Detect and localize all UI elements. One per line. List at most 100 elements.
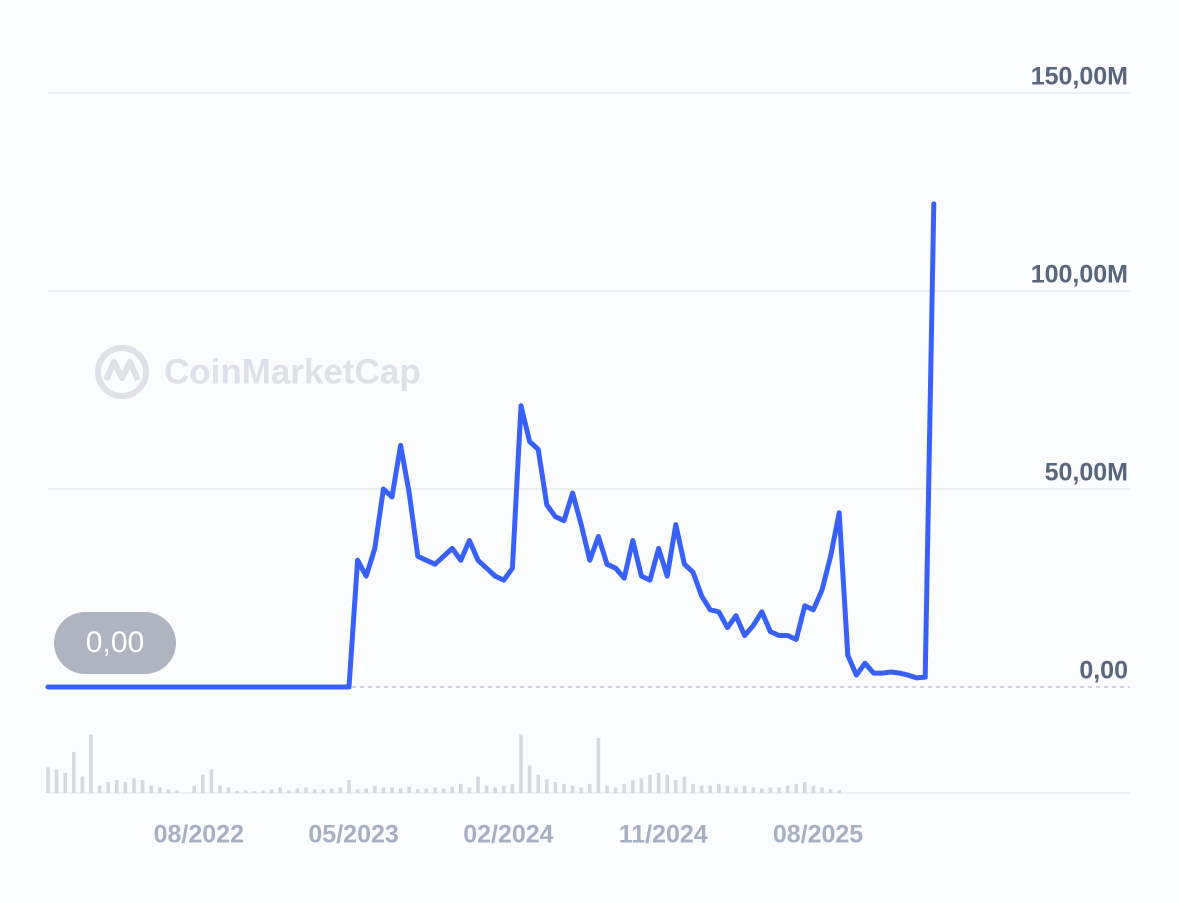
volume-bar	[794, 783, 798, 793]
volume-bar	[674, 780, 678, 793]
volume-bar	[803, 782, 807, 793]
volume-bar	[149, 785, 153, 793]
y-tick-label: 150,00M	[1031, 63, 1128, 91]
volume-bar	[553, 782, 558, 793]
volume-bar	[106, 782, 110, 793]
price-badge: 0,00	[54, 612, 176, 674]
volume-bar	[261, 790, 265, 793]
volume-bar	[510, 783, 515, 793]
volume-bar	[760, 788, 764, 793]
volume-bar	[269, 789, 274, 793]
volume-bar	[364, 788, 368, 793]
volume-bar	[751, 787, 755, 793]
price-badge-bg	[54, 612, 176, 674]
volume-bar	[72, 751, 76, 793]
watermark-logo-mark	[103, 359, 141, 382]
volume-bar	[330, 788, 334, 793]
volume-bar	[390, 787, 394, 793]
y-tick-label: 0,00	[1079, 657, 1128, 685]
volume-bar	[545, 779, 549, 793]
volume-bar	[639, 778, 644, 793]
volume-bar	[717, 783, 721, 793]
volume-bar	[519, 734, 523, 793]
volume-bar	[338, 787, 343, 793]
volume-bar	[140, 780, 145, 793]
volume-bar	[416, 789, 420, 793]
volume-bar	[398, 788, 403, 793]
volume-bar	[588, 783, 592, 793]
volume-bar	[123, 782, 128, 793]
volume-bar	[742, 785, 747, 793]
volume-bar	[699, 785, 704, 793]
price-badge-label: 0,00	[86, 626, 144, 659]
volume-bar	[725, 785, 730, 793]
volume-bar	[785, 785, 790, 793]
volume-bar	[579, 787, 583, 793]
volume-bar	[54, 769, 59, 793]
volume-bar	[175, 790, 179, 793]
volume-bar	[536, 774, 540, 793]
volume-bar	[484, 785, 489, 793]
volume-bar	[562, 783, 566, 793]
volume-bar	[605, 785, 609, 793]
volume-bar	[80, 776, 85, 793]
volume-bar	[811, 785, 816, 793]
volume-bar	[304, 787, 308, 793]
volume-bar	[820, 787, 824, 793]
volume-bar	[115, 780, 119, 793]
x-tick-label: 08/2025	[773, 821, 863, 849]
volume-bar	[218, 785, 222, 793]
volume-bar	[622, 783, 626, 793]
volume-bar	[373, 785, 377, 793]
volume-bar	[407, 786, 411, 793]
volume-bar	[476, 776, 480, 793]
volume-bar	[63, 772, 67, 793]
volume-bar	[502, 785, 506, 793]
volume-bar	[433, 787, 437, 793]
volume-bar	[570, 785, 575, 793]
watermark-logo	[95, 345, 149, 399]
volume-bar	[493, 787, 497, 793]
volume-bar	[252, 791, 257, 793]
volume-bar	[631, 780, 635, 793]
volume-bar	[89, 734, 93, 793]
y-tick-label: 50,00M	[1045, 459, 1128, 487]
volume-bar	[777, 787, 781, 793]
volume-bar	[46, 767, 50, 793]
x-tick-label: 02/2024	[463, 821, 553, 849]
volume-bar	[828, 789, 833, 793]
volume-bar	[441, 788, 446, 793]
volume-bar	[596, 738, 601, 793]
volume-bar	[665, 774, 669, 793]
volume-bar	[467, 787, 472, 793]
volume-bar	[158, 787, 162, 793]
x-tick-label: 11/2024	[619, 821, 708, 849]
volume-bar	[226, 787, 231, 793]
watermark-text: CoinMarketCap	[164, 352, 421, 391]
volume-bar	[192, 785, 196, 793]
volume-bar	[768, 787, 773, 793]
volume-bar	[656, 772, 661, 793]
volume-bar	[295, 788, 300, 793]
volume-bar	[201, 774, 205, 793]
volume-bar	[321, 789, 325, 793]
volume-bar	[347, 780, 351, 793]
volume-bar	[381, 787, 386, 793]
volume-bar	[424, 788, 429, 793]
volume-bar	[527, 765, 532, 793]
volume-bar	[734, 787, 738, 793]
volume-bar	[209, 769, 214, 793]
volume-bar	[450, 786, 454, 793]
volume-bar	[244, 790, 248, 793]
volume-bar	[312, 789, 317, 793]
volume-bar	[355, 789, 360, 793]
volume-bar	[278, 787, 282, 793]
volume-bar	[648, 774, 652, 793]
volume-bar	[682, 776, 687, 793]
volume-bar	[708, 785, 712, 793]
volume-bar	[287, 790, 291, 793]
volume-bar	[459, 783, 463, 793]
volume-bar	[166, 789, 171, 793]
volume-bar	[132, 778, 136, 793]
